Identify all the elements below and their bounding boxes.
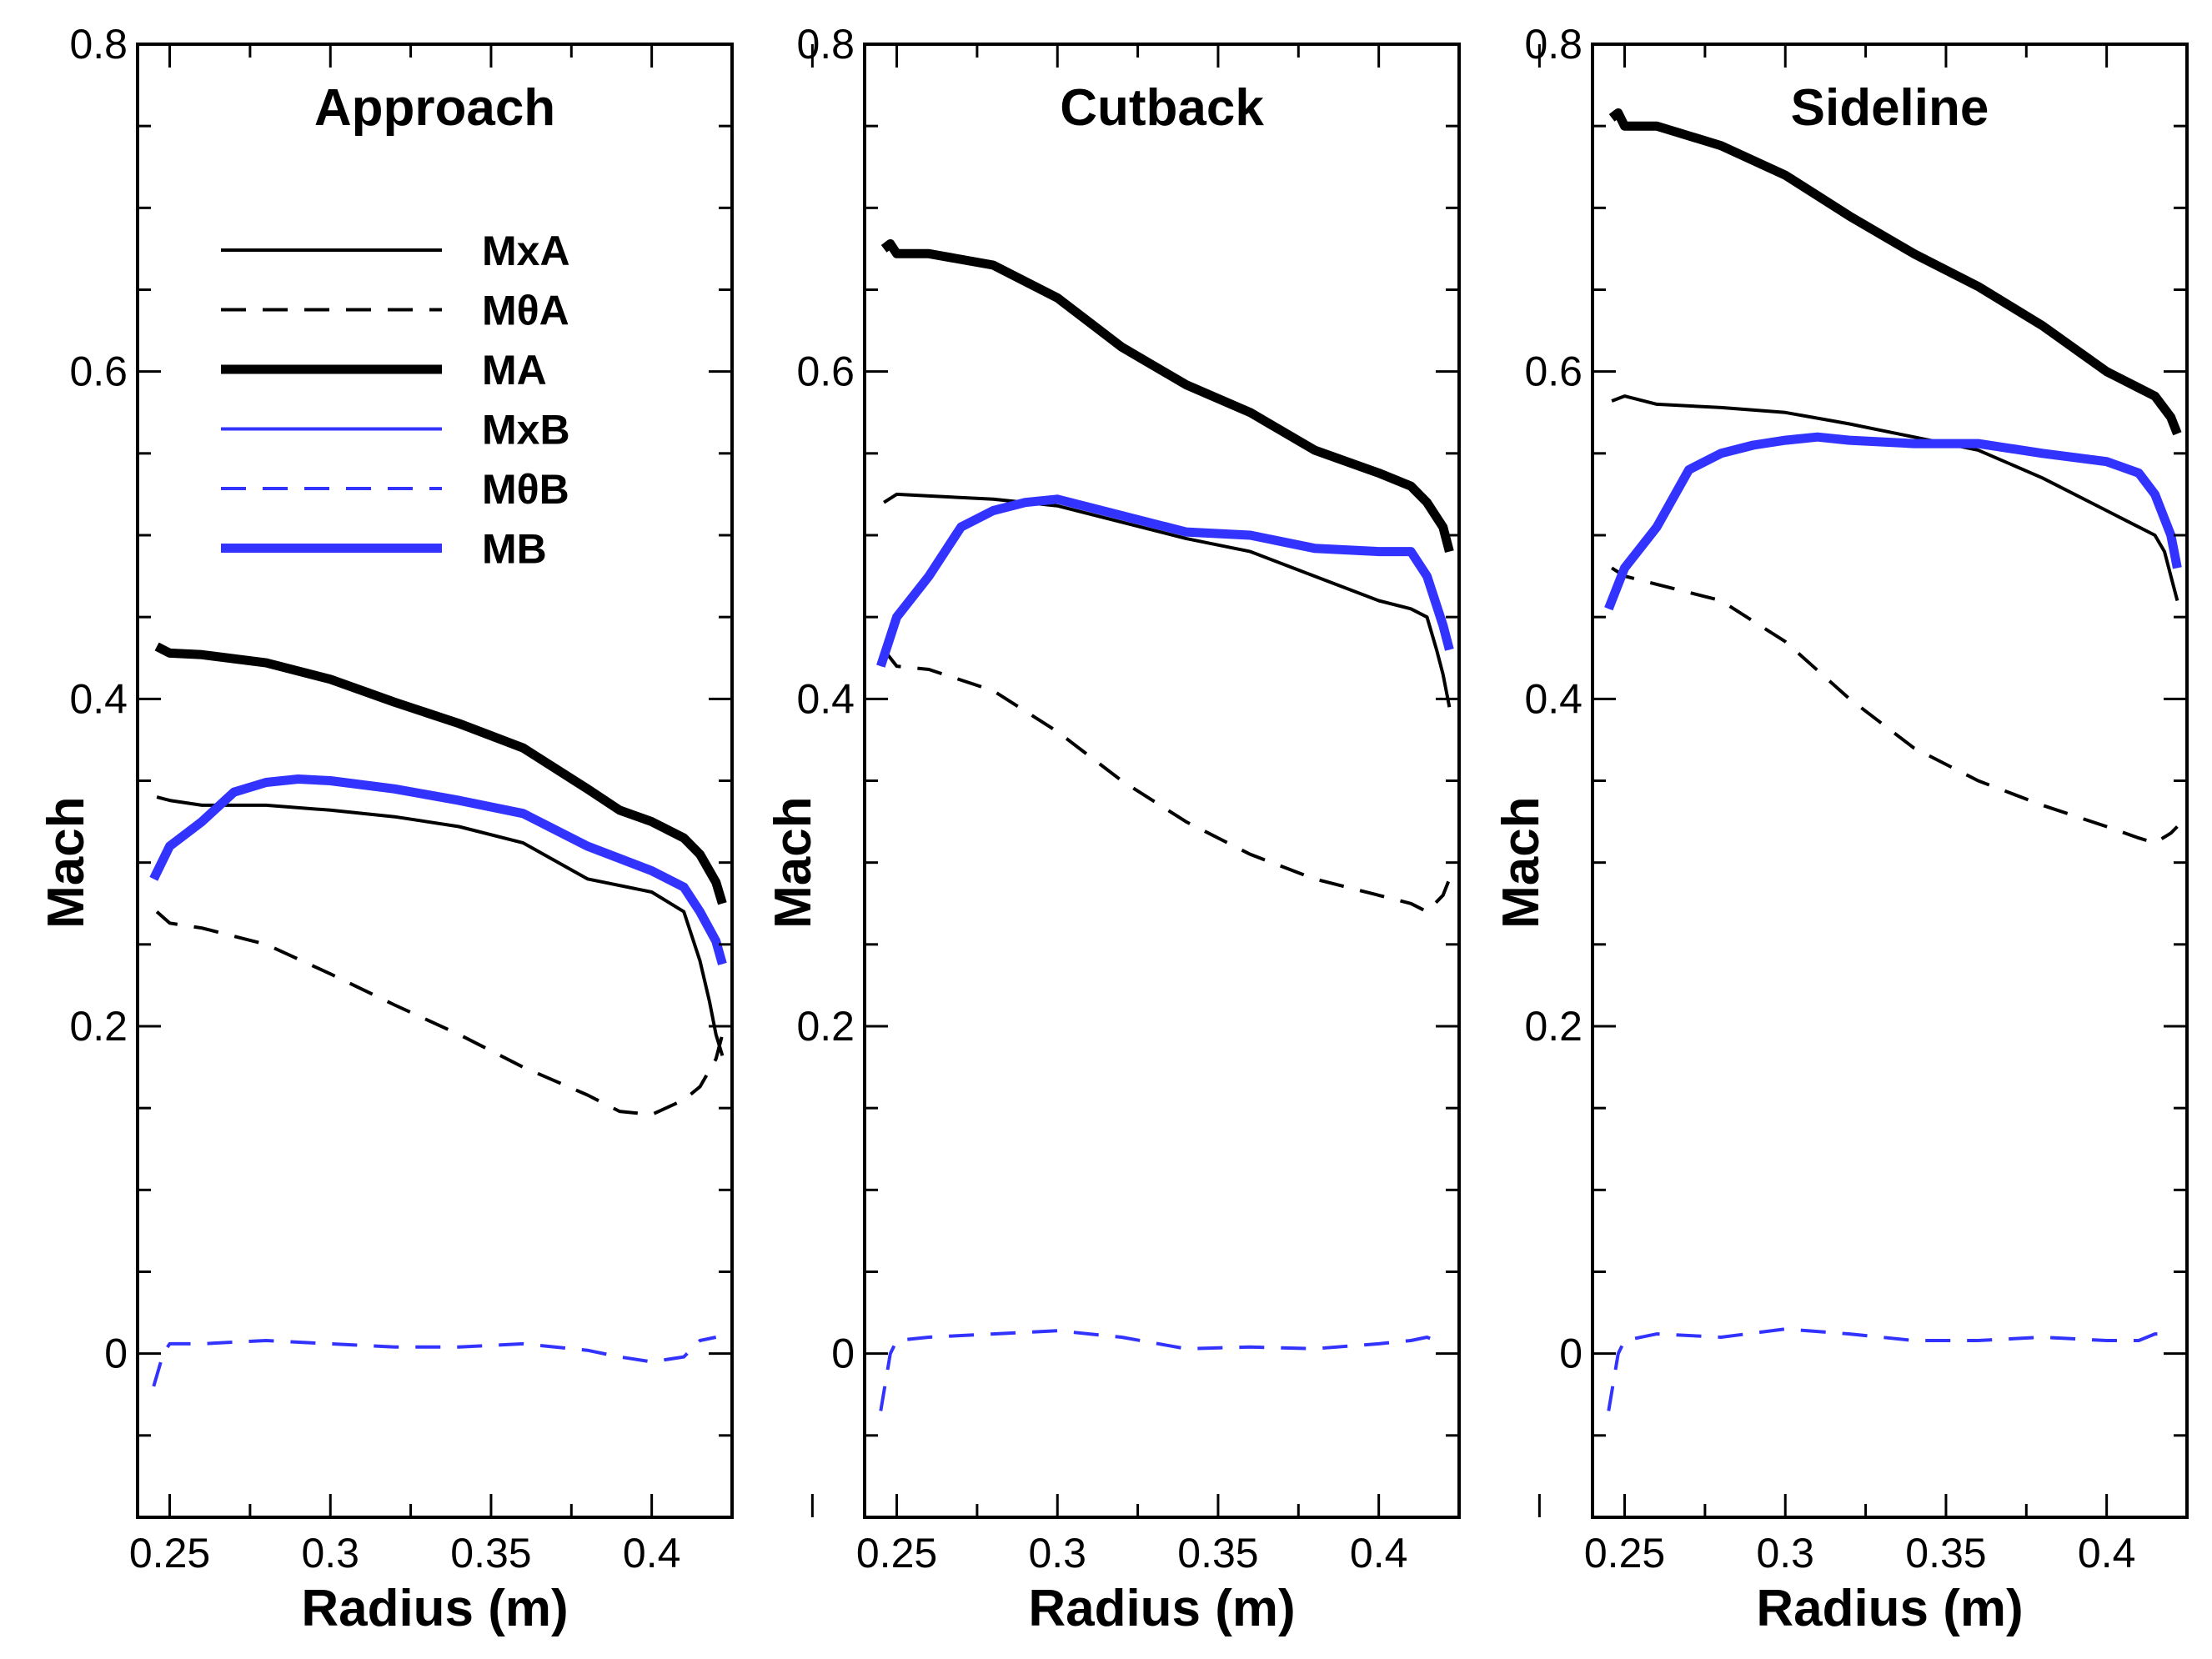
- legend-label-MxB: MxB: [482, 407, 570, 454]
- y-tick-label: 0: [104, 1331, 128, 1377]
- y-tick-label: 0.6: [796, 348, 855, 395]
- legend-label-MA: MA: [482, 347, 547, 393]
- y-tick-label: 0.2: [69, 1003, 128, 1050]
- series-group: [149, 642, 727, 1387]
- series-line-MA: [880, 239, 1454, 553]
- legend-label-MθB: MθB: [482, 466, 569, 513]
- series-line-MθA: [155, 910, 725, 1116]
- chart-panel-sideline: 0 0.2 0.4 0.6 0.8 0.25 0.3 0.35 0.4 Radius (m) Mac…: [1492, 21, 2189, 1637]
- legend: MxA MθA MA MxB MθB MB: [221, 228, 570, 573]
- panel-title: Cutback: [1060, 79, 1264, 137]
- x-tick-label: 0.4: [1350, 1530, 1408, 1576]
- series-group: [876, 239, 1454, 1411]
- y-tick-label: 0.8: [1524, 21, 1583, 68]
- x-tick-label: 0.35: [1905, 1530, 1986, 1576]
- panel-title: Sideline: [1791, 79, 1989, 137]
- y-tick-label: 0.2: [1524, 1003, 1583, 1050]
- series-line-MθB: [1607, 1327, 2171, 1411]
- x-tick-label: 0.25: [129, 1530, 210, 1576]
- y-tick-label: 0.2: [796, 1003, 855, 1050]
- y-tick-label: 0.8: [69, 21, 128, 68]
- series-line-MxA: [1611, 394, 2179, 602]
- y-tick-label: 0.4: [69, 675, 128, 722]
- x-axis-title: Radius (m): [1028, 1580, 1295, 1637]
- x-tick-label: 0.3: [301, 1530, 359, 1576]
- x-tick-label: 0.3: [1028, 1530, 1086, 1576]
- series-line-MB: [876, 494, 1454, 668]
- y-tick-label: 0.6: [69, 348, 128, 395]
- legend-label-MθA: MθA: [482, 288, 569, 334]
- plot-frame: [863, 43, 1461, 1519]
- x-tick-label: 0.4: [623, 1530, 681, 1576]
- y-tick-label: 0.4: [1524, 675, 1583, 722]
- y-axis-title: Mach: [765, 796, 822, 928]
- series-line-MA: [1608, 108, 2182, 436]
- series-line-MxA: [156, 795, 725, 1056]
- x-tick-label: 0.35: [1177, 1530, 1258, 1576]
- series-group: [1604, 108, 2182, 1411]
- series-line-MθB: [879, 1329, 1444, 1411]
- x-tick-label: 0.3: [1756, 1530, 1814, 1576]
- x-tick-label: 0.25: [1584, 1530, 1665, 1576]
- y-tick-label: 0: [831, 1331, 855, 1377]
- series-line-MxA: [883, 492, 1452, 708]
- y-tick-label: 0: [1559, 1331, 1583, 1377]
- series-line-MB: [1604, 432, 2182, 611]
- x-axis-title: Radius (m): [1756, 1580, 2023, 1637]
- x-tick-label: 0.25: [856, 1530, 937, 1576]
- legend-label-MxA: MxA: [482, 228, 570, 274]
- x-tick-label: 0.4: [2078, 1530, 2136, 1576]
- series-line-MθA: [1611, 566, 2179, 845]
- x-axis-title: Radius (m): [301, 1580, 568, 1637]
- series-line-MθA: [882, 649, 1452, 914]
- series-line-MθB: [152, 1336, 717, 1387]
- series-line-MA: [154, 642, 727, 905]
- plot-frame: [136, 43, 734, 1519]
- y-axis-title: Mach: [1492, 796, 1550, 928]
- chart-panel-cutback: 0 0.2 0.4 0.6 0.8 0.25 0.3 0.35 0.4 Radius (m) Mac…: [765, 21, 1541, 1637]
- panel-title: Approach: [314, 79, 555, 137]
- y-tick-label: 0.6: [1524, 348, 1583, 395]
- y-tick-label: 0.4: [796, 675, 855, 722]
- y-tick-label: 0.8: [796, 21, 855, 68]
- chart-panel-approach: 0 0.2 0.4 0.6 0.8 0.25 0.3 0.35 0.4 Radius (m) Mac…: [38, 21, 814, 1637]
- series-line-MB: [149, 774, 727, 965]
- legend-label-MB: MB: [482, 526, 547, 573]
- y-axis-title: Mach: [38, 796, 95, 928]
- x-tick-label: 0.35: [450, 1530, 531, 1576]
- plot-frame: [1591, 43, 2189, 1519]
